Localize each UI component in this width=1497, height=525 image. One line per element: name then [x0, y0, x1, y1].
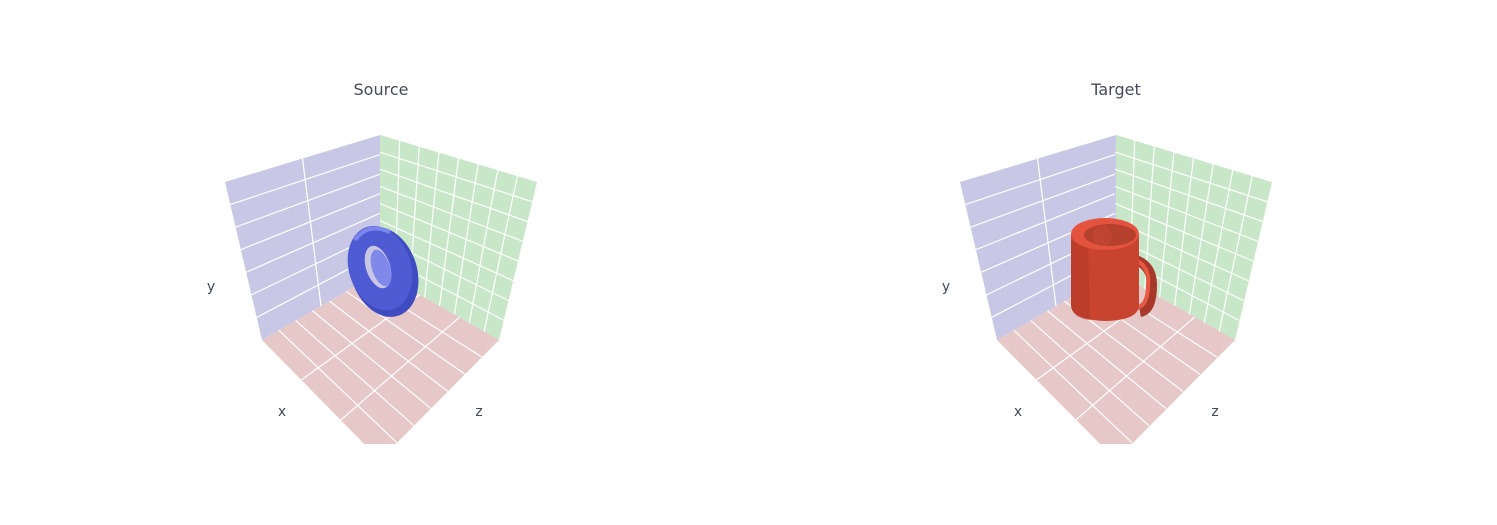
floor-gridline [1047, 310, 1167, 410]
floor-gridline [1030, 320, 1150, 427]
floor-gridline [1075, 316, 1195, 421]
source-title: Source [354, 80, 409, 99]
source-z-axis-label: z [475, 404, 482, 420]
xy-wall-gridline [235, 173, 381, 228]
floor-gridline [312, 310, 432, 410]
yz-wall-gridline [379, 202, 519, 262]
yz-wall-gridline [379, 151, 533, 203]
floor-gridline [345, 290, 466, 375]
target-floor [997, 272, 1235, 444]
xy-wall-gridline [240, 193, 381, 251]
target-z-axis-label: z [1211, 404, 1218, 420]
yz-wall-gridline [379, 220, 514, 282]
yz-wall-gridline [1114, 151, 1268, 203]
floor-gridline [329, 300, 449, 392]
target-y-axis-label: y [942, 279, 950, 295]
yz-wall-gridline [379, 168, 528, 223]
xy-wall-gridline [230, 154, 381, 206]
xy-wall-gridline [965, 154, 1116, 206]
xy-wall-gridline [245, 212, 381, 273]
floor-gridline [1013, 329, 1133, 444]
source-torus [347, 225, 419, 317]
source-yz-wall [380, 135, 537, 340]
xy-wall-gridline [301, 158, 322, 307]
floor-gridline [295, 320, 415, 427]
yz-wall-gridline [379, 185, 523, 242]
yz-wall-gridline [1114, 185, 1258, 242]
xy-wall-gridline [975, 193, 1116, 251]
floor-gridline [340, 316, 460, 421]
target-gridlines [965, 140, 1268, 444]
target-title: Target [1090, 80, 1141, 99]
floor-gridline [278, 329, 398, 444]
xy-wall-gridline [970, 173, 1116, 228]
yz-wall-gridline [1114, 168, 1263, 223]
source-y-axis-label: y [207, 279, 215, 295]
target-mug [1071, 218, 1158, 321]
xy-wall-gridline [1036, 158, 1057, 307]
source-floor [262, 272, 499, 444]
source-scene[interactable]: Source y x z [207, 80, 537, 460]
source-x-axis-label: x [278, 404, 286, 420]
target-scene[interactable]: Target y x z [942, 80, 1272, 460]
yz-wall-gridline [1114, 202, 1254, 262]
target-x-axis-label: x [1014, 404, 1022, 420]
